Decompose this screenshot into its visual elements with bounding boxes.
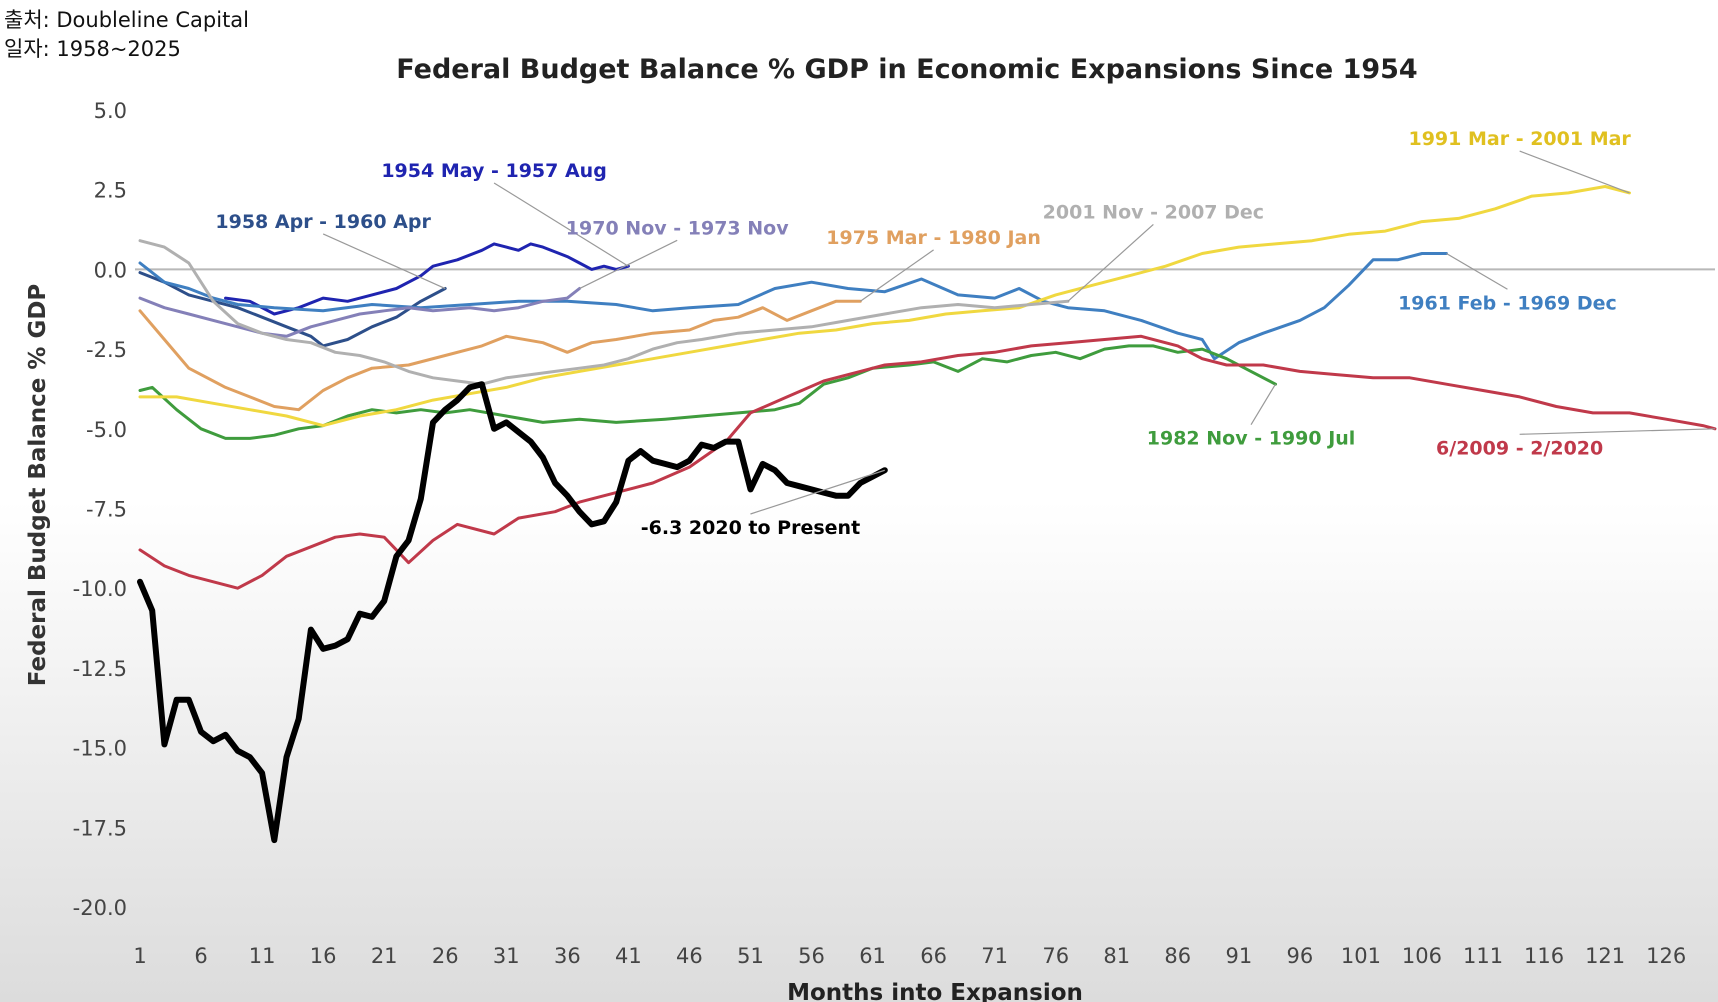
x-tick-label: 1 bbox=[133, 944, 146, 968]
x-tick-label: 66 bbox=[920, 944, 947, 968]
series-line bbox=[224, 242, 630, 316]
series-label-leader bbox=[493, 182, 629, 267]
chart-title: Federal Budget Balance % GDP in Economic… bbox=[396, 54, 1417, 85]
x-tick-label: 46 bbox=[676, 944, 703, 968]
x-tick-label: 76 bbox=[1042, 944, 1069, 968]
x-tick-label: 91 bbox=[1225, 944, 1252, 968]
y-tick-label: -2.5 bbox=[86, 338, 127, 362]
y-axis-label: Federal Budget Balance % GDP bbox=[25, 284, 51, 687]
x-tick-label: 16 bbox=[310, 944, 337, 968]
y-tick-label: -5.0 bbox=[86, 418, 127, 442]
x-tick-label: 121 bbox=[1585, 944, 1625, 968]
series-label-leader bbox=[860, 249, 934, 302]
x-tick-label: 51 bbox=[737, 944, 764, 968]
series-label-leader bbox=[579, 239, 678, 290]
series-label-leader bbox=[1519, 150, 1630, 194]
y-tick-label: -17.5 bbox=[73, 816, 127, 840]
series-label-leader bbox=[750, 469, 885, 515]
series-label-leader bbox=[1519, 428, 1716, 435]
series-label: 1975 Mar - 1980 Jan bbox=[826, 227, 1041, 249]
series-label: -6.3 2020 to Present bbox=[641, 517, 860, 539]
series-label: 1991 Mar - 2001 Mar bbox=[1408, 128, 1631, 150]
x-tick-label: 71 bbox=[981, 944, 1008, 968]
series-line bbox=[137, 381, 888, 844]
x-tick-label: 26 bbox=[432, 944, 459, 968]
series-label-leader bbox=[1446, 252, 1508, 290]
series-line bbox=[138, 299, 862, 412]
series-lines bbox=[137, 185, 1717, 844]
x-tick-label: 11 bbox=[249, 944, 276, 968]
series-label: 1970 Nov - 1973 Nov bbox=[566, 217, 789, 239]
x-tick-label: 116 bbox=[1524, 944, 1564, 968]
y-tick-label: 2.5 bbox=[94, 179, 127, 203]
series-label-leader bbox=[1067, 223, 1154, 302]
x-tick-label: 6 bbox=[194, 944, 207, 968]
series-line bbox=[138, 334, 1717, 590]
series-labels: 1954 May - 1957 Aug 1958 Apr - 1960 Apr 19… bbox=[215, 128, 1716, 539]
x-tick-label: 101 bbox=[1341, 944, 1381, 968]
series-label-leader bbox=[322, 233, 446, 290]
y-tick-label: -10.0 bbox=[73, 577, 127, 601]
x-tick-label: 111 bbox=[1463, 944, 1503, 968]
y-tick-label: 0.0 bbox=[94, 258, 127, 282]
x-tick-label: 31 bbox=[493, 944, 520, 968]
y-tick-label: 5.0 bbox=[94, 99, 127, 123]
series-label: 1958 Apr - 1960 Apr bbox=[215, 211, 431, 233]
x-tick-label: 61 bbox=[859, 944, 886, 968]
x-tick-label: 41 bbox=[615, 944, 642, 968]
series-line bbox=[138, 287, 581, 338]
series-label: 6/2009 - 2/2020 bbox=[1436, 437, 1603, 459]
series-label: 2001 Nov - 2007 Dec bbox=[1043, 201, 1264, 223]
x-axis-label: Months into Expansion bbox=[787, 980, 1083, 1002]
x-tick-label: 96 bbox=[1287, 944, 1314, 968]
y-tick-label: -7.5 bbox=[86, 498, 127, 522]
y-tick-label: -12.5 bbox=[73, 657, 127, 681]
series-line bbox=[138, 252, 1448, 361]
x-tick-label: 56 bbox=[798, 944, 825, 968]
series-label-leader bbox=[1250, 383, 1276, 426]
x-tick-label: 36 bbox=[554, 944, 581, 968]
series-line bbox=[138, 185, 1631, 428]
series-label: 1982 Nov - 1990 Jul bbox=[1147, 428, 1356, 450]
x-tick-label: 21 bbox=[371, 944, 398, 968]
x-tick-label: 81 bbox=[1103, 944, 1130, 968]
y-tick-label: -15.0 bbox=[73, 737, 127, 761]
x-tick-label: 126 bbox=[1646, 944, 1686, 968]
y-tick-label: -20.0 bbox=[73, 896, 127, 920]
x-tick-label: 86 bbox=[1164, 944, 1191, 968]
series-line bbox=[138, 344, 1277, 440]
axes: 5.0 2.5 0.0 -2.5 -5.0 -7.5 -10.0 -12.5 -15.0 -17.… bbox=[73, 99, 1715, 968]
source-note: 출처: Doubleline Capital 일자: 1958~2025 bbox=[4, 6, 249, 64]
series-label: 1961 Feb - 1969 Dec bbox=[1398, 292, 1617, 314]
x-tick-label: 106 bbox=[1402, 944, 1442, 968]
source-line: 출처: Doubleline Capital bbox=[4, 8, 250, 32]
series-label: 1954 May - 1957 Aug bbox=[381, 160, 606, 182]
series-line bbox=[138, 239, 1070, 386]
date-range-line: 일자: 1958~2025 bbox=[4, 37, 181, 61]
